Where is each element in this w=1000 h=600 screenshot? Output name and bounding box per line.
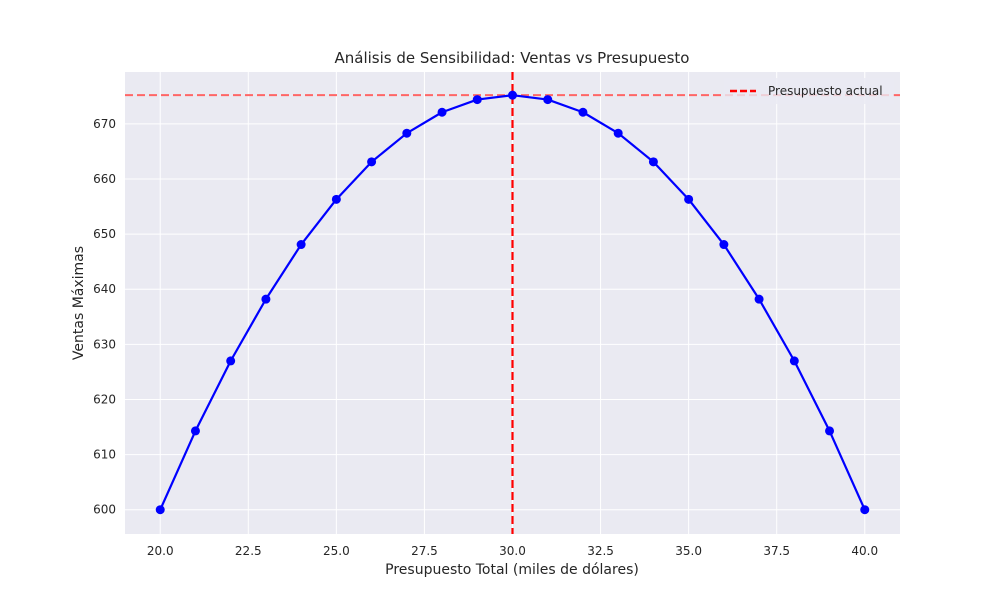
x-axis-title: Presupuesto Total (miles de dólares): [385, 562, 639, 578]
data-point: [648, 157, 658, 167]
x-tick-label: 27.5: [411, 544, 438, 558]
data-point: [367, 157, 377, 167]
x-tick-label: 32.5: [587, 544, 614, 558]
series-group: [155, 90, 870, 515]
data-point: [860, 505, 870, 515]
data-point: [190, 426, 200, 436]
data-point: [472, 95, 482, 105]
data-point: [331, 194, 341, 204]
data-point: [754, 294, 764, 304]
x-tick-label: 40.0: [851, 544, 878, 558]
data-point: [296, 240, 306, 250]
data-point: [508, 90, 517, 100]
x-tick-label: 20.0: [147, 544, 174, 558]
data-point: [543, 95, 553, 105]
data-point: [613, 128, 623, 138]
y-axis-ticks: 600 610 620 630 640 650 660 670: [93, 117, 116, 517]
data-point: [226, 356, 236, 366]
data-point: [402, 128, 412, 138]
y-tick-label: 630: [93, 337, 116, 351]
data-point: [437, 107, 447, 117]
y-tick-label: 640: [93, 282, 116, 296]
data-point: [789, 356, 799, 366]
y-axis-title: Ventas Máximas: [71, 246, 87, 360]
legend-label-presupuesto-actual: Presupuesto actual: [768, 84, 883, 98]
y-tick-label: 600: [93, 503, 116, 517]
x-tick-label: 25.0: [323, 544, 350, 558]
data-point: [825, 426, 835, 436]
y-tick-label: 660: [93, 172, 116, 186]
x-tick-label: 37.5: [763, 544, 790, 558]
data-point: [155, 505, 165, 515]
y-tick-label: 620: [93, 392, 116, 406]
data-point: [578, 107, 588, 117]
chart-title: Análisis de Sensibilidad: Ventas vs Pres…: [335, 49, 690, 67]
y-tick-label: 610: [93, 448, 116, 462]
data-point: [684, 194, 694, 204]
legend: Presupuesto actual: [724, 78, 894, 104]
data-point: [719, 240, 729, 250]
y-tick-label: 670: [93, 117, 116, 131]
y-tick-label: 650: [93, 227, 116, 241]
x-tick-label: 30.0: [499, 544, 526, 558]
x-tick-label: 22.5: [235, 544, 262, 558]
data-point: [261, 294, 271, 304]
x-tick-label: 35.0: [675, 544, 702, 558]
x-axis-ticks: 20.0 22.5 25.0 27.5 30.0 32.5 35.0 37.5 40.0: [147, 544, 878, 558]
